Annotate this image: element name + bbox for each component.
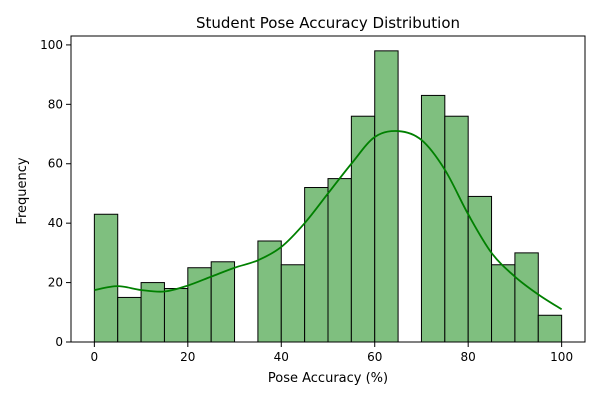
x-tick-label: 0: [91, 350, 99, 364]
histogram-bar: [537, 314, 563, 343]
x-axis-label: Pose Accuracy (%): [268, 371, 388, 386]
histogram-bar: [420, 94, 446, 343]
x-tick-label: 20: [180, 350, 195, 364]
x-tick-label: 60: [367, 350, 382, 364]
histogram-bar: [304, 187, 329, 343]
y-tick-label: 80: [48, 97, 63, 111]
histogram-bar: [444, 115, 469, 343]
histogram-bar: [163, 288, 189, 343]
y-axis-label: Frequency: [15, 157, 30, 224]
y-tick-label: 60: [48, 157, 63, 171]
histogram-bar: [491, 264, 516, 343]
y-tick-label: 0: [55, 335, 63, 349]
histogram-bar: [257, 240, 282, 343]
chart-title: Student Pose Accuracy Distribution: [196, 14, 460, 32]
histogram-bar: [514, 252, 539, 343]
histogram-bar: [117, 296, 142, 343]
histogram-bar: [93, 213, 119, 343]
histogram-bar: [467, 195, 493, 343]
y-tick-label: 40: [48, 216, 63, 230]
histogram-bar: [374, 50, 399, 343]
bars-group: [93, 50, 563, 343]
kde-line: [94, 130, 563, 311]
histogram-bar: [210, 261, 236, 343]
x-axis: 0 20 40 60 80 100: [91, 342, 573, 364]
x-tick-label: 40: [274, 350, 289, 364]
plot-frame: [70, 35, 586, 343]
histogram-bar: [327, 178, 352, 343]
x-tick-label: 80: [461, 350, 476, 364]
y-tick-label: 20: [48, 276, 63, 290]
y-axis: 0 20 40 60 80 100: [40, 38, 71, 349]
histogram-bar: [280, 264, 306, 343]
y-tick-label: 100: [40, 38, 63, 52]
x-tick-label: 100: [550, 350, 573, 364]
